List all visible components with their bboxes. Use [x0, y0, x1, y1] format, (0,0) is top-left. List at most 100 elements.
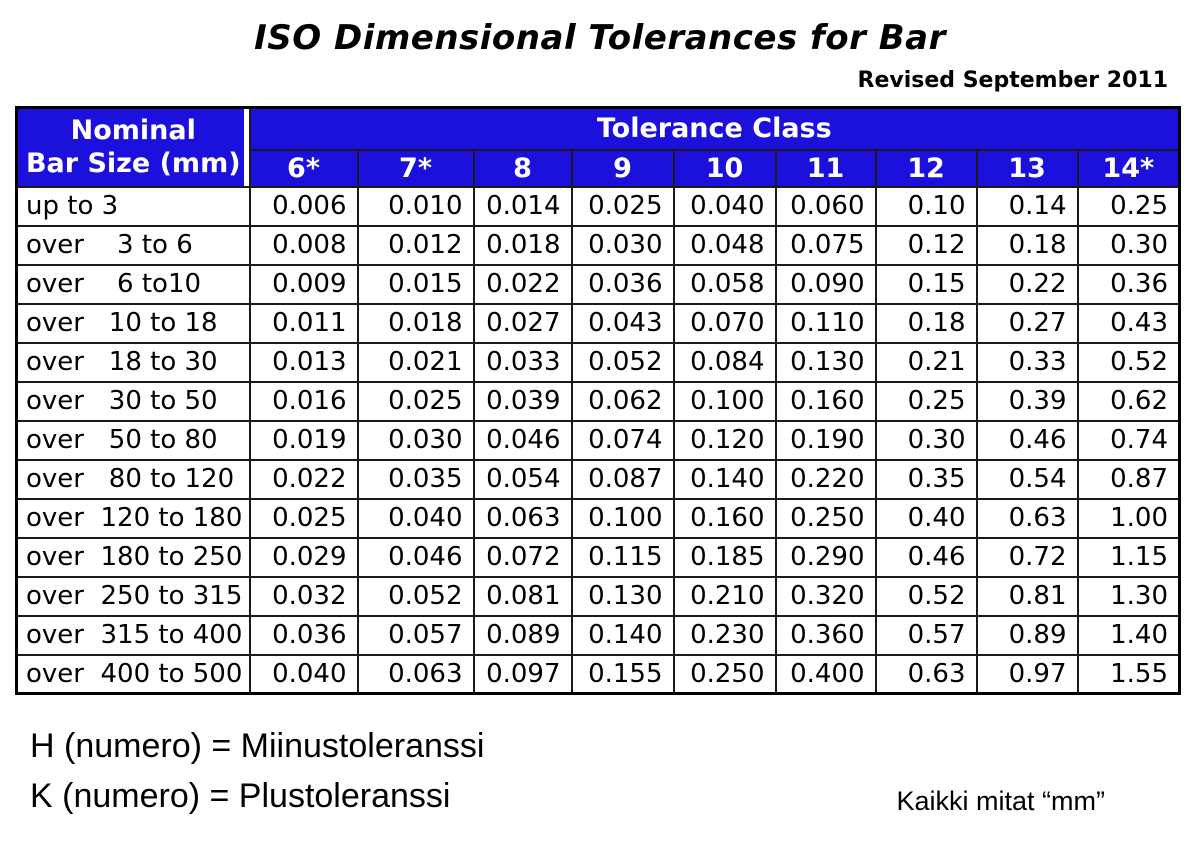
tolerance-value: 0.18 — [975, 224, 1079, 266]
tolerance-value: 0.040 — [672, 185, 777, 227]
tolerance-value: 0.025 — [570, 185, 675, 227]
tolerance-value: 0.046 — [472, 419, 573, 461]
tolerance-value: 0.030 — [356, 419, 475, 461]
tolerance-value: 0.210 — [672, 575, 777, 617]
tolerance-value: 0.036 — [570, 263, 675, 305]
tolerance-value: 0.036 — [248, 614, 359, 656]
tolerance-value: 0.040 — [248, 653, 359, 695]
legend-line-k: K (numero) = Plustoleranssi — [30, 777, 451, 815]
tolerance-value: 0.097 — [472, 653, 573, 695]
bar-size-label: over 50 to 80 — [15, 419, 251, 461]
tolerance-class-header: 10 — [672, 148, 777, 188]
tolerance-value: 0.019 — [248, 419, 359, 461]
tolerance-value: 0.043 — [570, 302, 675, 344]
tolerance-value: 0.36 — [1076, 263, 1181, 305]
tolerance-value: 0.058 — [672, 263, 777, 305]
tolerance-value: 0.250 — [672, 653, 777, 695]
tolerance-class-header: 11 — [774, 148, 877, 188]
bar-size-label: over 120 to 180 — [15, 497, 251, 539]
tolerance-value: 0.120 — [672, 419, 777, 461]
tolerance-value: 0.084 — [672, 341, 777, 383]
tolerance-value: 0.022 — [248, 458, 359, 500]
tolerance-value: 0.33 — [975, 341, 1079, 383]
tolerance-value: 0.230 — [672, 614, 777, 656]
tolerance-value: 0.032 — [248, 575, 359, 617]
tolerance-value: 0.27 — [975, 302, 1079, 344]
table-row: over 250 to 315 0.032 0.052 0.081 0.130 0.210… — [15, 575, 1181, 617]
tolerance-value: 0.046 — [356, 536, 475, 578]
table-row: over 50 to 80 0.019 0.030 0.046 0.074 0.120 0.… — [15, 419, 1181, 461]
tolerance-value: 0.022 — [472, 263, 573, 305]
table-row: over 400 to 500 0.040 0.063 0.097 0.155 0.250… — [15, 653, 1181, 695]
table-row: over 6 to10 0.009 0.015 0.022 0.036 0.058 0.09… — [15, 263, 1181, 305]
tolerance-value: 1.15 — [1076, 536, 1181, 578]
tolerance-value: 0.063 — [472, 497, 573, 539]
tolerance-value: 0.081 — [472, 575, 573, 617]
tolerance-value: 0.63 — [975, 497, 1079, 539]
tolerance-value: 0.52 — [874, 575, 978, 617]
tolerance-value: 0.72 — [975, 536, 1079, 578]
tolerance-value: 0.62 — [1076, 380, 1181, 422]
bar-size-label: over 18 to 30 — [15, 341, 251, 383]
tolerance-value: 0.15 — [874, 263, 978, 305]
tolerance-value: 0.155 — [570, 653, 675, 695]
tolerance-value: 0.052 — [356, 575, 475, 617]
tolerance-value: 0.81 — [975, 575, 1079, 617]
tolerance-value: 0.30 — [874, 419, 978, 461]
tolerance-value: 0.009 — [248, 263, 359, 305]
bar-size-label: over 3 to 6 — [15, 224, 251, 266]
tolerance-value: 0.072 — [472, 536, 573, 578]
tolerance-value: 0.030 — [570, 224, 675, 266]
tolerance-value: 0.320 — [774, 575, 877, 617]
tolerance-value: 0.130 — [570, 575, 675, 617]
revision-note: Revised September 2011 — [857, 68, 1168, 93]
table-row: over 315 to 400 0.036 0.057 0.089 0.140 0.230… — [15, 614, 1181, 656]
tolerance-value: 1.55 — [1076, 653, 1181, 695]
tolerance-value: 0.63 — [874, 653, 978, 695]
bar-size-label: over 400 to 500 — [15, 653, 251, 695]
tolerance-value: 0.35 — [874, 458, 978, 500]
tolerance-value: 1.40 — [1076, 614, 1181, 656]
tolerance-value: 0.070 — [672, 302, 777, 344]
tolerance-value: 0.016 — [248, 380, 359, 422]
tolerance-value: 0.360 — [774, 614, 877, 656]
table-row: over 18 to 30 0.013 0.021 0.033 0.052 0.084 0.… — [15, 341, 1181, 383]
tolerance-value: 0.89 — [975, 614, 1079, 656]
tolerance-value: 0.87 — [1076, 458, 1181, 500]
nominal-bar-size-header: Nominal Bar Size (mm) — [15, 106, 251, 188]
table-row: over 180 to 250 0.029 0.046 0.072 0.115 0.185… — [15, 536, 1181, 578]
tolerance-value: 0.110 — [774, 302, 877, 344]
tolerance-value: 0.087 — [570, 458, 675, 500]
tolerance-class-header: 14* — [1076, 148, 1181, 188]
table-row: up to 3 0.006 0.010 0.014 0.025 0.040 0.060 0.1… — [15, 185, 1181, 227]
group-header-row: Nominal Bar Size (mm) Tolerance Class — [15, 106, 1181, 188]
bar-size-label: up to 3 — [15, 185, 251, 227]
tolerance-value: 0.062 — [570, 380, 675, 422]
tolerance-class-header: 13 — [975, 148, 1079, 188]
table-body: up to 3 0.006 0.010 0.014 0.025 0.040 0.060 0.1… — [15, 185, 1181, 695]
tolerance-value: 0.30 — [1076, 224, 1181, 266]
tolerance-value: 0.048 — [672, 224, 777, 266]
tolerance-value: 0.250 — [774, 497, 877, 539]
tolerance-value: 0.015 — [356, 263, 475, 305]
tolerance-value: 0.46 — [975, 419, 1079, 461]
units-note: Kaikki mitat “mm” — [896, 786, 1106, 816]
tolerance-value: 0.220 — [774, 458, 877, 500]
tolerance-value: 0.57 — [874, 614, 978, 656]
tolerance-value: 0.011 — [248, 302, 359, 344]
bar-size-label: over 80 to 120 — [15, 458, 251, 500]
tolerance-value: 0.46 — [874, 536, 978, 578]
tolerance-value: 0.74 — [1076, 419, 1181, 461]
table-row: over 3 to 6 0.008 0.012 0.018 0.030 0.048 0.07… — [15, 224, 1181, 266]
tolerance-value: 0.013 — [248, 341, 359, 383]
tolerance-value: 0.075 — [774, 224, 877, 266]
tolerance-value: 0.090 — [774, 263, 877, 305]
tolerance-value: 0.018 — [472, 224, 573, 266]
tolerance-value: 0.089 — [472, 614, 573, 656]
tolerance-value: 0.010 — [356, 185, 475, 227]
tolerance-value: 0.12 — [874, 224, 978, 266]
tolerance-value: 0.52 — [1076, 341, 1181, 383]
tolerance-value: 0.027 — [472, 302, 573, 344]
tolerance-class-header: 7* — [356, 148, 475, 188]
